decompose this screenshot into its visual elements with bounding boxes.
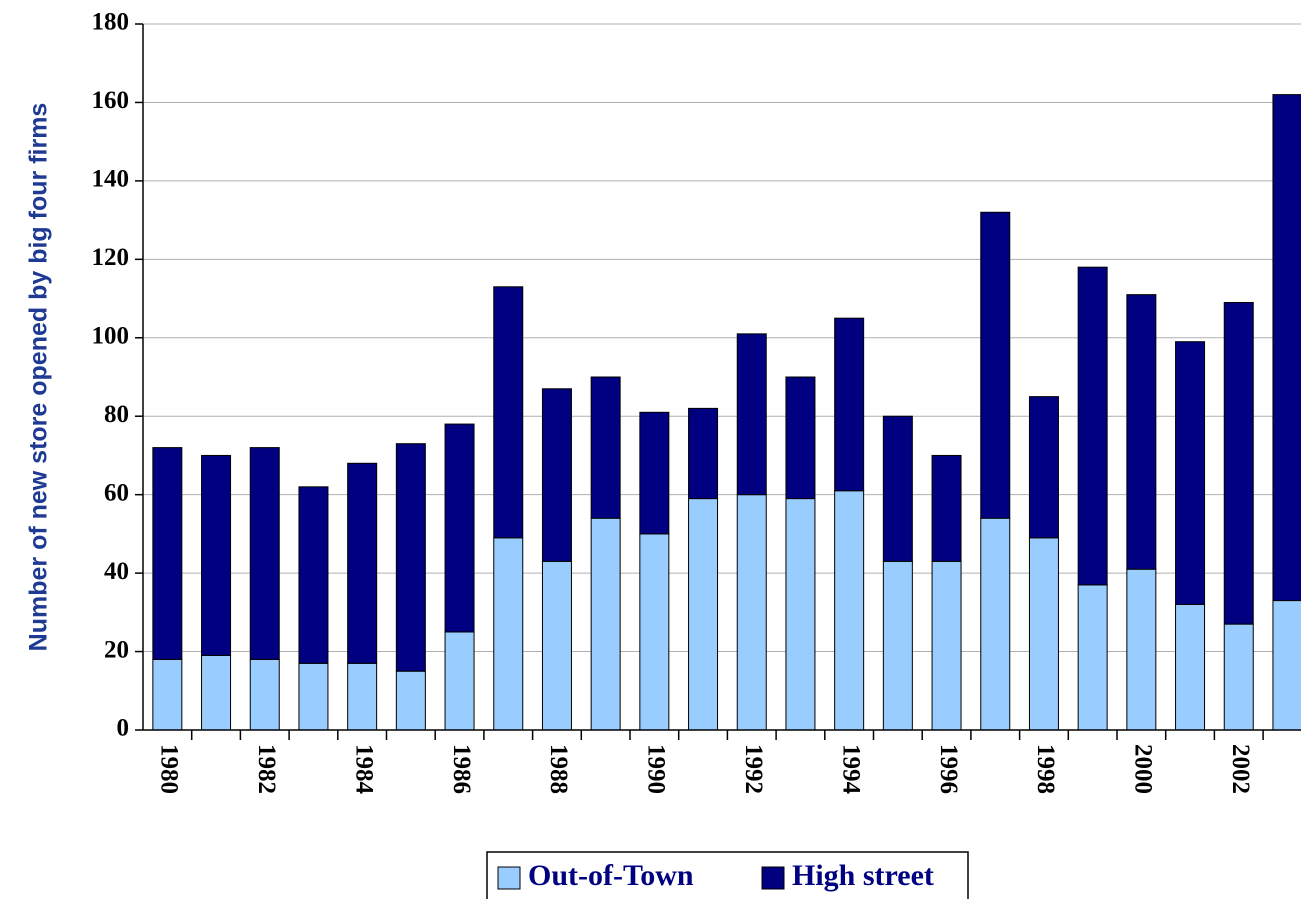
bar-segment [1223,301,1254,625]
bar-segment [1077,584,1108,731]
bar-segment [201,454,232,656]
y-tick-label: 20 [104,636,129,663]
bar-segment [152,447,183,660]
y-tick-label: 40 [104,558,129,585]
bar-segment [347,662,378,731]
bar-segment [298,486,329,664]
y-tick-label: 140 [92,166,130,193]
bar-segment [1175,603,1206,731]
bar-segment [639,533,670,731]
bar-segment [785,498,816,731]
bar-segment [395,443,426,672]
bar-segment [834,490,865,731]
bar-segment [249,658,280,731]
y-axis-label: Number of new store opened by big four f… [25,103,53,652]
bar-segment [249,447,280,660]
bar-segment [1126,568,1157,731]
bar-segment [882,560,913,731]
x-tick-label: 2000 [1130,744,1157,794]
bar-segment [1175,341,1206,605]
bar-segment [1077,266,1108,586]
bar-segment [834,317,865,492]
bar-segment [639,411,670,535]
bar-segment [1272,600,1301,731]
y-tick-label: 120 [92,244,130,271]
bar-segment [688,498,719,731]
bar-segment [395,670,426,731]
bar-segment [1028,537,1059,731]
bar-segment [493,537,524,731]
bar-segment [493,286,524,539]
bar-segment [736,494,767,731]
x-tick-label: 1992 [740,744,767,794]
bar-segment [931,560,962,731]
x-tick-label: 1980 [156,744,183,794]
bar-segment [980,211,1011,519]
bar-segment [590,376,621,519]
bar-segment [590,517,621,731]
bar-segment [444,423,475,633]
bar-segment [201,654,232,731]
y-tick-label: 60 [104,479,129,506]
x-tick-label: 1984 [350,744,377,795]
legend-box [486,851,969,899]
bar-segment [298,662,329,731]
x-tick-label: 1990 [643,744,670,794]
y-tick-label: 0 [117,715,130,742]
legend-label: Out-of-Town [528,859,694,892]
legend-label: High street [792,859,934,892]
x-tick-label: 1994 [837,744,864,795]
bar-segment [1126,294,1157,570]
x-tick-label: 1982 [253,744,280,794]
bar-segment [736,333,767,496]
y-tick-label: 100 [92,323,130,350]
bar-segment [1272,94,1301,602]
y-tick-label: 160 [92,87,130,114]
bar-segment [882,415,913,562]
legend-swatch [761,866,785,890]
x-tick-label: 2002 [1227,744,1254,794]
bar-segment [347,462,378,664]
bar-segment [541,560,572,731]
bar-segment [1223,623,1254,731]
x-tick-label: 1988 [545,744,572,794]
y-tick-label: 180 [92,9,130,36]
bar-segment [444,631,475,731]
legend-swatch [497,866,521,890]
bar-segment [541,388,572,562]
x-tick-label: 1986 [448,744,475,794]
bar-segment [785,376,816,500]
bar-segment [688,407,719,500]
bar-segment [152,658,183,731]
y-tick-label: 80 [104,401,129,428]
x-tick-label: 1996 [935,744,962,794]
bar-segment [931,454,962,562]
bar-segment [1028,396,1059,539]
bar-segment [980,517,1011,731]
x-tick-label: 1998 [1032,744,1059,794]
